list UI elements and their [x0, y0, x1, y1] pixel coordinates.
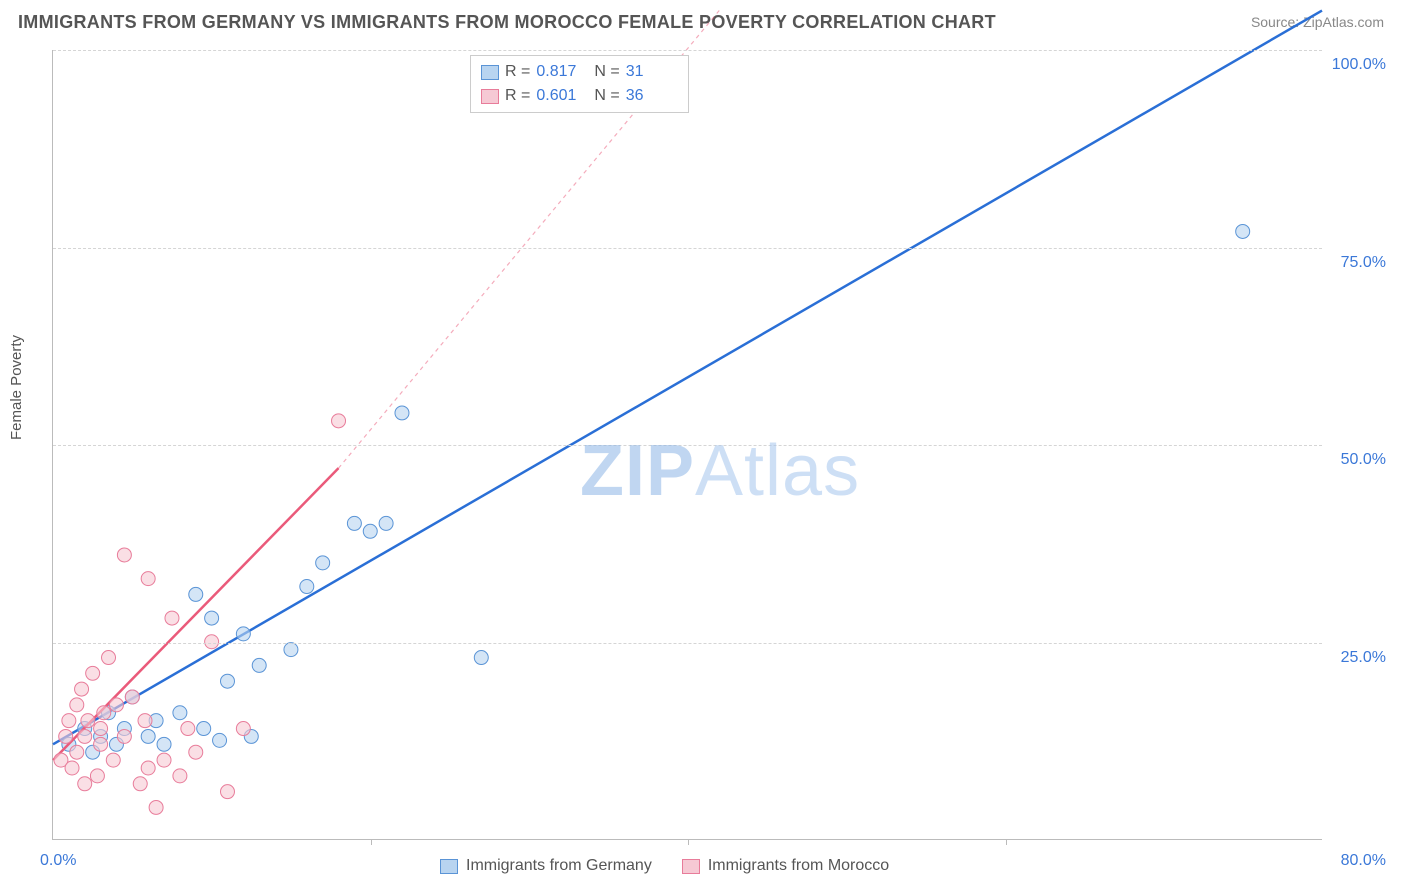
- point-morocco: [102, 651, 116, 665]
- point-germany: [141, 729, 155, 743]
- x-tick: [688, 839, 689, 845]
- point-morocco: [157, 753, 171, 767]
- point-germany: [300, 580, 314, 594]
- legend-item: Immigrants from Germany: [440, 857, 652, 875]
- y-tick-label: 75.0%: [1341, 254, 1386, 272]
- point-morocco: [65, 761, 79, 775]
- point-germany: [173, 706, 187, 720]
- point-morocco: [181, 722, 195, 736]
- point-morocco: [220, 785, 234, 799]
- point-germany: [316, 556, 330, 570]
- point-morocco: [70, 698, 84, 712]
- point-germany: [347, 516, 361, 530]
- point-germany: [157, 737, 171, 751]
- x-axis-max-label: 80.0%: [1341, 852, 1386, 870]
- point-germany: [363, 524, 377, 538]
- point-morocco: [90, 769, 104, 783]
- correlation-legend: R = 0.817 N = 31 R = 0.601 N = 36: [470, 55, 689, 113]
- point-morocco: [94, 722, 108, 736]
- point-morocco: [62, 714, 76, 728]
- point-germany: [474, 651, 488, 665]
- legend-item: Immigrants from Morocco: [682, 857, 889, 875]
- gridline: [53, 445, 1322, 446]
- point-morocco: [173, 769, 187, 783]
- point-morocco: [125, 690, 139, 704]
- legend-swatch: [481, 89, 499, 104]
- y-tick-label: 25.0%: [1341, 649, 1386, 667]
- legend-row: R = 0.601 N = 36: [481, 84, 678, 108]
- point-germany: [197, 722, 211, 736]
- point-germany: [395, 406, 409, 420]
- x-axis-min-label: 0.0%: [40, 852, 76, 870]
- point-morocco: [133, 777, 147, 791]
- n-label: N =: [594, 63, 619, 81]
- x-tick: [1006, 839, 1007, 845]
- legend-label: Immigrants from Morocco: [708, 857, 889, 875]
- point-morocco: [149, 800, 163, 814]
- y-tick-label: 100.0%: [1332, 56, 1386, 74]
- point-germany: [213, 733, 227, 747]
- series-legend: Immigrants from Germany Immigrants from M…: [440, 857, 889, 875]
- gridline: [53, 248, 1322, 249]
- point-germany: [236, 627, 250, 641]
- trendline-morocco: [53, 468, 339, 760]
- legend-swatch: [682, 859, 700, 874]
- point-morocco: [59, 729, 73, 743]
- y-axis-label: Female Poverty: [8, 335, 25, 440]
- point-morocco: [75, 682, 89, 696]
- point-germany: [252, 658, 266, 672]
- r-label: R =: [505, 63, 530, 81]
- y-tick-label: 50.0%: [1341, 451, 1386, 469]
- x-tick: [371, 839, 372, 845]
- point-morocco: [117, 548, 131, 562]
- point-morocco: [332, 414, 346, 428]
- point-morocco: [86, 666, 100, 680]
- point-germany: [379, 516, 393, 530]
- point-morocco: [138, 714, 152, 728]
- source-label: Source: ZipAtlas.com: [1251, 14, 1384, 30]
- point-germany: [220, 674, 234, 688]
- point-morocco: [117, 729, 131, 743]
- point-germany: [1236, 224, 1250, 238]
- point-morocco: [94, 737, 108, 751]
- point-germany: [189, 587, 203, 601]
- point-germany: [284, 643, 298, 657]
- point-morocco: [141, 761, 155, 775]
- n-label: N =: [594, 87, 619, 105]
- legend-row: R = 0.817 N = 31: [481, 60, 678, 84]
- point-morocco: [78, 777, 92, 791]
- point-morocco: [78, 729, 92, 743]
- chart-title: IMMIGRANTS FROM GERMANY VS IMMIGRANTS FR…: [18, 12, 996, 33]
- n-value: 36: [626, 87, 678, 105]
- point-morocco: [70, 745, 84, 759]
- point-morocco: [236, 722, 250, 736]
- gridline: [53, 50, 1322, 51]
- plot-area: [52, 50, 1322, 840]
- legend-swatch: [481, 65, 499, 80]
- r-label: R =: [505, 87, 530, 105]
- point-morocco: [109, 698, 123, 712]
- r-value: 0.817: [536, 63, 588, 81]
- r-value: 0.601: [536, 87, 588, 105]
- gridline: [53, 643, 1322, 644]
- point-morocco: [189, 745, 203, 759]
- point-morocco: [97, 706, 111, 720]
- point-morocco: [81, 714, 95, 728]
- point-morocco: [165, 611, 179, 625]
- point-morocco: [106, 753, 120, 767]
- legend-swatch: [440, 859, 458, 874]
- n-value: 31: [626, 63, 678, 81]
- legend-label: Immigrants from Germany: [466, 857, 652, 875]
- point-germany: [205, 611, 219, 625]
- point-morocco: [141, 572, 155, 586]
